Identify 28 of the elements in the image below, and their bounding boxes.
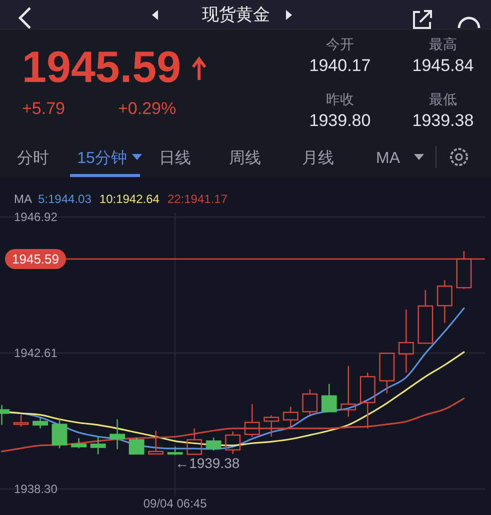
text: 周线 [229, 149, 261, 167]
text: 1939.80 [309, 111, 371, 130]
text: 1945.59 [22, 43, 182, 92]
text: 1940.17 [309, 56, 371, 75]
text: 15分钟 [77, 150, 127, 167]
text: +5.79 [22, 99, 66, 118]
x-tick-label: 09/04 06:45 [143, 496, 208, 511]
text: 月线 [302, 149, 334, 167]
y-tick-label: 1942.61 [14, 346, 58, 360]
text: +0.29% [118, 99, 176, 118]
text: 最高 [429, 36, 457, 52]
text: 最低 [429, 91, 457, 107]
ref-line-label: 1945.59 [12, 252, 59, 267]
text: 今开 [326, 36, 354, 52]
text: 分时 [17, 149, 49, 167]
text: 1945.84 [412, 56, 474, 75]
text: 22:1941.17 [167, 192, 228, 206]
text: 昨收 [326, 91, 354, 107]
text: 日线 [159, 149, 191, 167]
text: MA [376, 150, 400, 167]
y-tick-label: 1938.30 [14, 482, 58, 496]
legend-title: MA [14, 192, 32, 206]
text: 5:1944.03 [38, 192, 92, 206]
text: 1939.38 [412, 111, 474, 130]
y-tick-label: 1946.92 [14, 210, 58, 224]
chart-title: 现货黄金 [202, 5, 270, 24]
text: 10:1942.64 [99, 192, 160, 206]
annotation: ←1939.38 [175, 454, 240, 471]
